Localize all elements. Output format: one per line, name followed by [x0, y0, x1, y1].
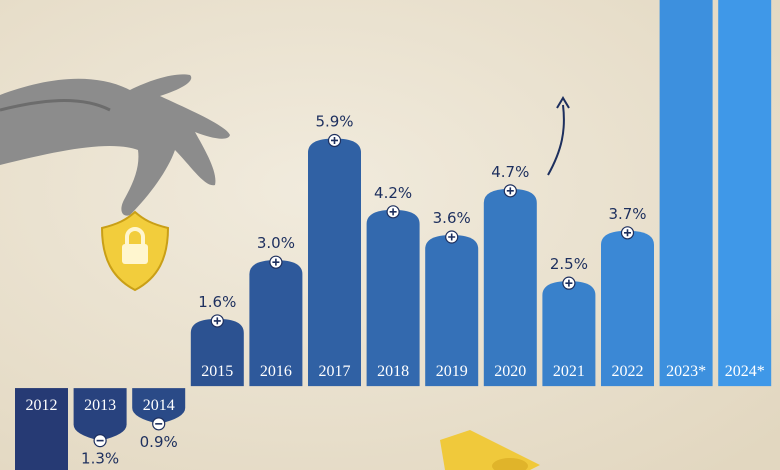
- bar: [601, 230, 654, 387]
- bar: [249, 260, 303, 387]
- bar: [425, 235, 479, 387]
- x-tick-label: 2020: [494, 363, 526, 380]
- x-tick-label: 2019: [436, 363, 468, 380]
- plus-sign: [448, 233, 456, 241]
- plus-sign: [624, 229, 631, 237]
- x-tick-label: 2017: [319, 363, 351, 380]
- value-label: 3.0%: [257, 234, 295, 252]
- value-label: 3.6%: [433, 209, 471, 227]
- bar: [190, 318, 244, 387]
- x-tick-label: 2018: [377, 363, 409, 380]
- value-label: 3.7%: [608, 205, 646, 223]
- trend-arrow-head: [556, 96, 570, 109]
- value-label: 4.7%: [491, 163, 529, 181]
- plus-sign: [331, 136, 338, 144]
- bar: [132, 388, 186, 424]
- lock-shield: [100, 210, 170, 292]
- bar: [15, 388, 68, 470]
- x-tick-label: 2016: [260, 363, 292, 380]
- bar: [73, 388, 127, 441]
- banknote: [440, 430, 540, 470]
- hand: [0, 74, 230, 216]
- bar: [366, 209, 420, 387]
- x-tick-label: 2021: [553, 363, 585, 380]
- value-label: 1.6%: [198, 293, 236, 311]
- plus-sign: [506, 187, 514, 195]
- x-tick-label: 2024*: [725, 363, 765, 380]
- plus-sign: [389, 208, 397, 216]
- plus-sign: [213, 317, 221, 325]
- bar: [718, 0, 772, 387]
- value-label: 4.2%: [374, 184, 412, 202]
- x-tick-label: 2013: [84, 397, 116, 414]
- value-label: 5.9%: [315, 112, 353, 130]
- x-tick-label: 2012: [26, 397, 58, 414]
- x-tick-label: 2023*: [666, 363, 706, 380]
- bar: [542, 281, 596, 387]
- bar: [659, 0, 713, 387]
- x-tick-label: 2022: [612, 363, 644, 380]
- plot: 2012 1.3% 2013 0.9% 2014 2015 1.6% 2016 3.0% 2017…: [15, 0, 772, 470]
- bar: [308, 138, 361, 387]
- value-label: 1.3%: [81, 450, 119, 468]
- trend-arrow: [547, 104, 565, 176]
- value-label: 2.5%: [550, 255, 588, 273]
- plus-sign: [272, 258, 280, 266]
- value-label: 0.9%: [140, 433, 178, 451]
- bar: [483, 188, 537, 387]
- x-tick-label: 2015: [201, 363, 233, 380]
- plus-sign: [565, 279, 573, 287]
- x-tick-label: 2014: [143, 397, 175, 414]
